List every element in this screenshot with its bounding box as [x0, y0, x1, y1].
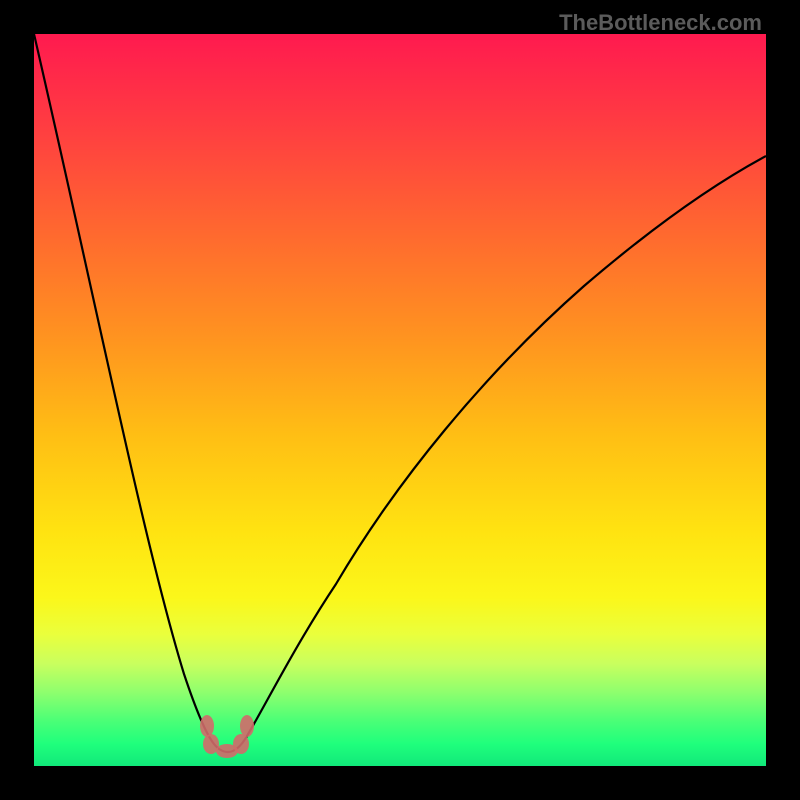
bottleneck-curve [34, 34, 766, 752]
watermark-text: TheBottleneck.com [559, 10, 762, 36]
chart-container: TheBottleneck.com [0, 0, 800, 800]
curve-highlight-markers [200, 715, 254, 758]
curve-layer [34, 34, 766, 766]
plot-area [34, 34, 766, 766]
